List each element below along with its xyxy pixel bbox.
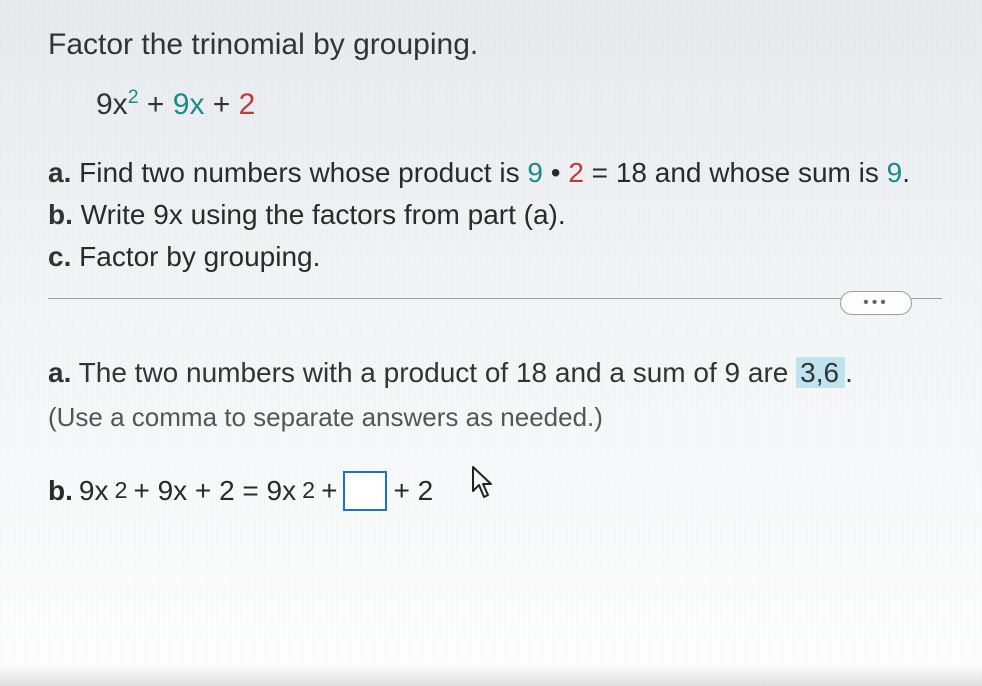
answer-b-rhs-b: + 2: [393, 475, 433, 507]
answer-a-value[interactable]: 3,6: [796, 357, 845, 388]
term3: 2: [239, 88, 256, 121]
step-b: b. Write 9x using the factors from part …: [48, 194, 942, 236]
answer-b-lhs-b: + 9x + 2 = 9x: [133, 475, 296, 507]
answer-b-line: b. 9x2 + 9x + 2 = 9x2 + + 2: [48, 469, 942, 512]
plus-1: +: [147, 88, 165, 121]
cursor-icon: [469, 465, 499, 508]
plus-2: +: [213, 88, 231, 121]
answer-a-label: a.: [48, 357, 71, 388]
answer-a-end: .: [845, 357, 853, 388]
answer-b-exp2: 2: [302, 477, 315, 504]
more-options-button[interactable]: •••: [840, 291, 912, 315]
step-b-text: Write 9x using the factors from part (a)…: [81, 199, 566, 230]
step-a-prod-b: 2: [568, 157, 584, 188]
step-a-prod-a: 9: [527, 157, 543, 188]
answer-b-input[interactable]: [343, 471, 387, 511]
trinomial-expression: 9x2 + 9x + 2: [96, 86, 942, 122]
answer-b-lhs-a: 9x: [79, 475, 109, 507]
steps-list: a. Find two numbers whose product is 9 •…: [48, 152, 942, 278]
step-c-label: c.: [48, 241, 71, 272]
answer-a-pre: The two numbers with a product of 18 and…: [79, 357, 797, 388]
step-a-end: .: [902, 157, 910, 188]
answer-a-hint: (Use a comma to separate answers as need…: [48, 402, 942, 433]
step-a-prod-rhs: 18: [616, 157, 647, 188]
step-a-label: a.: [48, 157, 71, 188]
step-a-dot: •: [551, 157, 561, 188]
step-b-label: b.: [48, 199, 73, 230]
answer-b-exp1: 2: [114, 477, 127, 504]
answer-b-label: b.: [48, 475, 73, 507]
answer-b-rhs-a: +: [321, 475, 337, 507]
step-a-eq: =: [592, 157, 608, 188]
term1-exponent: 2: [128, 86, 139, 108]
step-a-mid: and whose sum is: [647, 157, 887, 188]
step-a: a. Find two numbers whose product is 9 •…: [48, 152, 942, 194]
step-a-pre: Find two numbers whose product is: [79, 157, 527, 188]
step-c-text: Factor by grouping.: [79, 241, 320, 272]
bottom-shadow: [0, 664, 982, 686]
step-a-sum: 9: [887, 157, 903, 188]
answer-a-line: a. The two numbers with a product of 18 …: [48, 351, 942, 394]
term2: 9x: [173, 88, 205, 121]
term1-coef: 9x: [96, 88, 128, 121]
instruction-text: Factor the trinomial by grouping.: [48, 28, 942, 62]
step-c: c. Factor by grouping.: [48, 236, 942, 278]
